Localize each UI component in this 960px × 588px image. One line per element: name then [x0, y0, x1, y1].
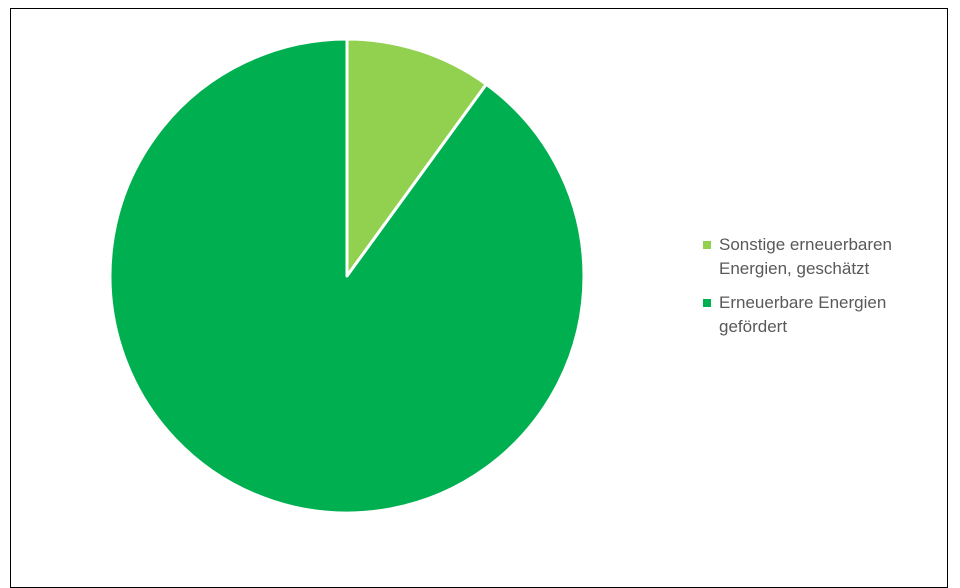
slice-gefoerdert [108, 37, 586, 515]
legend-item-sonstige: Sonstige erneuerbaren Energien, geschätz… [703, 233, 953, 281]
legend-label-gefoerdert: Erneuerbare Energien gefördert [719, 293, 887, 336]
legend: Sonstige erneuerbaren Energien, geschätz… [703, 233, 953, 349]
legend-swatch-gefoerdert [703, 299, 711, 307]
slice-sonstige [345, 37, 488, 278]
legend-label-sonstige: Sonstige erneuerbaren Energien, geschätz… [719, 235, 892, 278]
legend-item-gefoerdert: Erneuerbare Energien gefördert [703, 291, 953, 339]
legend-swatch-sonstige [703, 241, 711, 249]
